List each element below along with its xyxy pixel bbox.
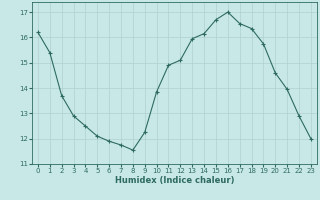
X-axis label: Humidex (Indice chaleur): Humidex (Indice chaleur) xyxy=(115,176,234,185)
